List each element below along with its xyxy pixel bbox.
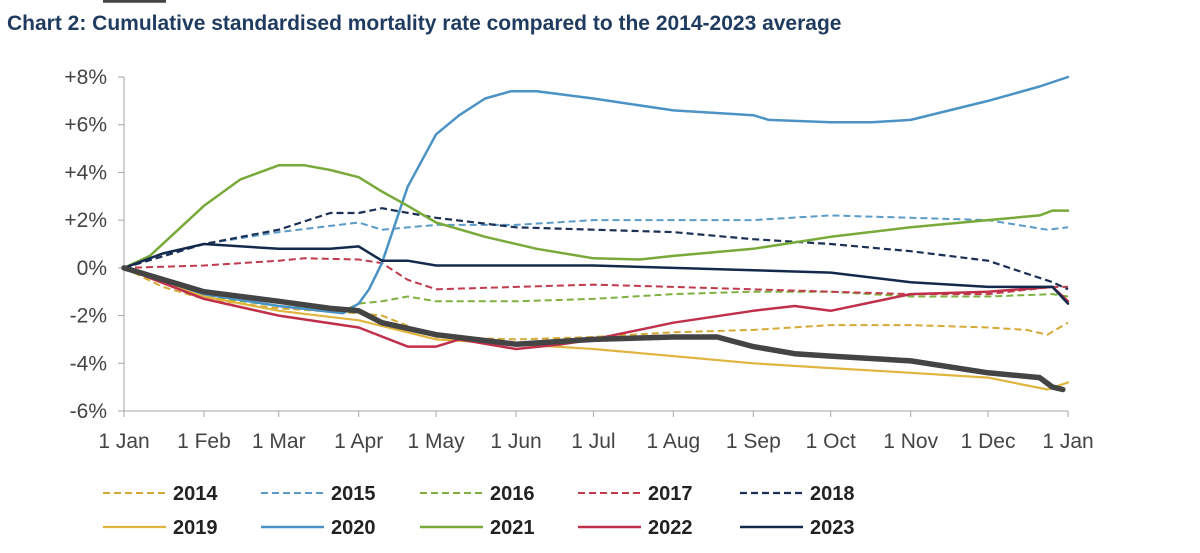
y-tick-label: 0% bbox=[77, 257, 107, 280]
x-tick-label: 1 Jun bbox=[490, 430, 541, 453]
x-tick-label: 1 Apr bbox=[334, 430, 383, 453]
y-tick-label: +2% bbox=[64, 209, 107, 232]
series-line-2023 bbox=[122, 242, 1070, 305]
legend-label-2015: 2015 bbox=[331, 483, 376, 505]
y-tick-label: +8% bbox=[64, 66, 107, 89]
legend-label-2023: 2023 bbox=[810, 517, 855, 539]
legend-label-2021: 2021 bbox=[490, 517, 535, 539]
x-tick-label: 1 Jul bbox=[571, 430, 615, 453]
legend-label-2018: 2018 bbox=[810, 483, 855, 505]
legend-label-2019: 2019 bbox=[173, 517, 218, 539]
legend-label-2024: 2024 bbox=[173, 0, 218, 5]
x-tick-label: 1 Jan bbox=[1042, 430, 1093, 453]
chart-legend: 2014 2015 2016 2017 2018 2019 2020 2021 2022 2023… bbox=[103, 0, 855, 539]
y-tick-label: +4% bbox=[64, 161, 107, 184]
legend-label-2022: 2022 bbox=[648, 517, 693, 539]
series-line-2019 bbox=[122, 266, 1070, 391]
series-line-2020 bbox=[122, 75, 1070, 315]
series-line-2015 bbox=[123, 214, 1069, 269]
x-tick-label: 1 Nov bbox=[883, 430, 938, 453]
x-tick-label: 1 Sep bbox=[726, 430, 781, 453]
x-tick-label: 1 Jan bbox=[98, 430, 149, 453]
x-tick-label: 1 Mar bbox=[252, 430, 306, 453]
series-line-2018 bbox=[123, 207, 1069, 291]
legend-label-2016: 2016 bbox=[490, 483, 535, 505]
series-line-2021 bbox=[122, 164, 1070, 270]
y-tick-label: -6% bbox=[70, 400, 107, 423]
series-lines bbox=[121, 75, 1070, 393]
legend-label-2014: 2014 bbox=[173, 483, 218, 505]
y-tick-label: -2% bbox=[70, 305, 107, 328]
chart-axes: +8% +6% +4% +2% 0% -2% -4% -6% 1 Jan 1 Feb 1 Mar 1 … bbox=[64, 66, 1093, 453]
series-line-2024 bbox=[121, 265, 1066, 393]
y-tick-label: -4% bbox=[70, 352, 107, 375]
legend-label-2020: 2020 bbox=[331, 517, 376, 539]
x-tick-label: 1 Dec bbox=[961, 430, 1016, 453]
chart-area bbox=[0, 54, 1095, 553]
x-tick-label: 1 May bbox=[407, 430, 465, 453]
y-tick-label: +6% bbox=[64, 114, 107, 137]
legend-label-2017: 2017 bbox=[648, 483, 693, 505]
x-tick-label: 1 Oct bbox=[806, 430, 856, 453]
chart-title: Chart 2: Cumulative standardised mortali… bbox=[7, 12, 842, 35]
x-tick-label: 1 Feb bbox=[177, 430, 231, 453]
x-tick-label: 1 Aug bbox=[647, 430, 701, 453]
